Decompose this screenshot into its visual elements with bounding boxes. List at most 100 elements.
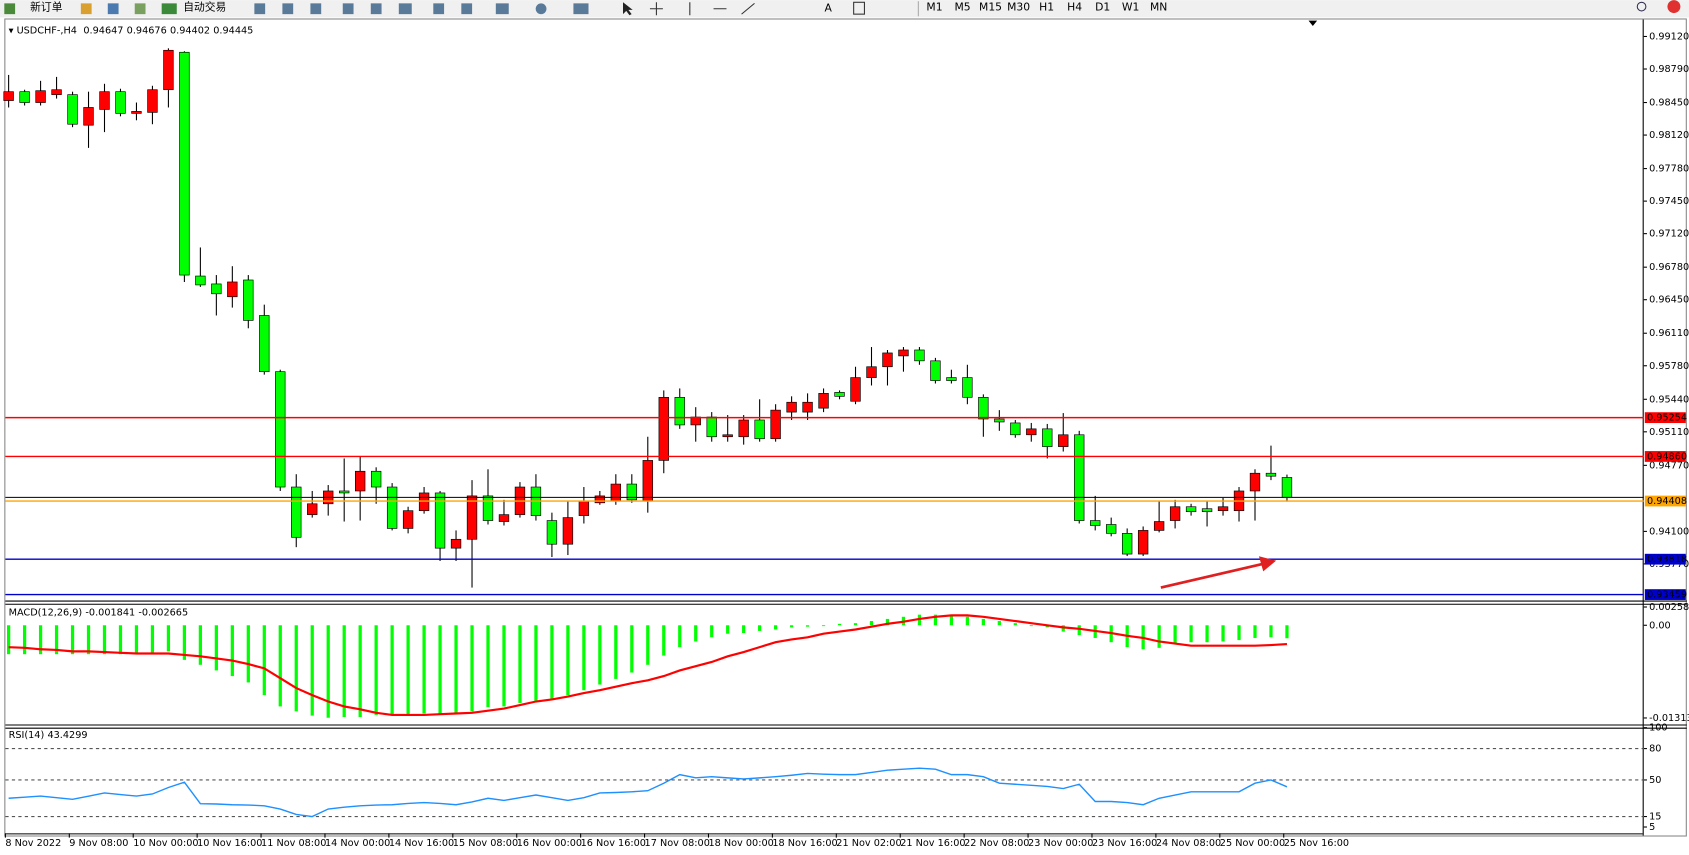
candle-body <box>115 91 126 114</box>
y-tick-label: 0.98790 <box>1649 64 1689 75</box>
macd-header: MACD(12,26,9) -0.001841 -0.002665 <box>9 607 189 618</box>
timeframe-button[interactable]: M5 <box>954 1 970 14</box>
timeframe-button[interactable]: M1 <box>926 1 942 14</box>
macd-bar <box>118 625 123 655</box>
macd-bar <box>885 618 890 626</box>
macd-bar <box>422 625 426 714</box>
candle-body <box>450 538 462 549</box>
toolbar-button[interactable]: 自动交易 <box>183 1 226 14</box>
candle-body <box>1090 520 1101 526</box>
timeframe-button[interactable]: H4 <box>1067 1 1082 14</box>
timeframe-button[interactable]: D1 <box>1095 1 1110 14</box>
candle-body <box>850 377 861 402</box>
y-tick-label: 0.99120 <box>1649 31 1689 42</box>
candle-body <box>3 91 14 101</box>
macd-value: -0.001841 <box>85 607 135 618</box>
candle-body <box>51 89 62 95</box>
macd-bar <box>726 625 730 634</box>
macd-bar <box>981 618 985 626</box>
candle-body <box>131 111 142 114</box>
toolbar-button[interactable]: 新订单 <box>30 1 63 14</box>
x-tick-label: 16 Nov 16:00 <box>581 838 646 849</box>
candle-body <box>578 500 590 516</box>
price-level-tag <box>1644 553 1686 565</box>
timeframe-button[interactable]: H1 <box>1039 1 1054 14</box>
candle-body <box>562 517 574 545</box>
timeframe-button[interactable]: W1 <box>1122 1 1140 14</box>
macd-bar <box>326 625 330 718</box>
candle-body <box>354 470 366 492</box>
candle-body <box>802 401 813 413</box>
y-tick-label: 0.95780 <box>1649 361 1689 372</box>
macd-bar <box>774 625 778 630</box>
macd-bar <box>758 625 762 631</box>
macd-bar <box>821 625 826 627</box>
notification-icon[interactable] <box>1667 0 1681 14</box>
candle-body <box>307 503 318 515</box>
macd-bar <box>22 625 27 655</box>
x-tick-label: 9 Nov 08:00 <box>69 838 128 849</box>
macd-bar <box>997 621 1001 626</box>
timeframe-button[interactable]: M15 <box>979 1 1002 14</box>
y-tick-label: 0.97120 <box>1649 229 1689 240</box>
macd-bar <box>1189 625 1193 643</box>
price-level-tag <box>1644 412 1686 424</box>
macd-bar <box>949 614 954 626</box>
y-tick-label: 0.94100 <box>1649 526 1689 537</box>
text-tool: A <box>825 2 833 15</box>
candle-body <box>83 107 94 126</box>
candle-body <box>498 514 510 522</box>
icon <box>4 3 16 15</box>
candle-body <box>195 275 206 286</box>
icon <box>433 3 445 15</box>
y-tick-label: 0.00 <box>1649 620 1671 631</box>
candle-body <box>1042 428 1053 447</box>
y-tick-label: 15 <box>1649 812 1661 823</box>
macd-bar <box>310 625 314 716</box>
candle-body <box>722 434 733 438</box>
macd-bar <box>550 625 554 699</box>
x-tick-label: 25 Nov 16:00 <box>1284 838 1349 849</box>
candle-body <box>1010 422 1021 436</box>
macd-bar <box>518 625 522 703</box>
x-tick-label: 17 Nov 08:00 <box>645 838 710 849</box>
macd-bar <box>1077 625 1081 636</box>
x-tick-label: 16 Nov 00:00 <box>517 838 582 849</box>
candle-body <box>882 352 893 368</box>
candle-body <box>1058 434 1069 447</box>
candle-body <box>179 51 190 276</box>
candle-body <box>978 396 989 420</box>
candle-body <box>99 91 110 110</box>
candle-body <box>1026 428 1037 436</box>
candle-body <box>35 90 46 103</box>
macd-bar <box>198 625 202 665</box>
search-icon[interactable] <box>1636 1 1647 12</box>
macd-bar <box>182 625 187 660</box>
timeframe-button[interactable]: MN <box>1150 1 1167 14</box>
candle-body <box>1217 506 1229 512</box>
macd-bar <box>630 625 634 673</box>
candle-body <box>147 89 158 113</box>
y-tick-label: 50 <box>1649 775 1661 786</box>
candle-body <box>962 377 973 398</box>
candle-body <box>642 460 653 502</box>
signal-line <box>8 614 1288 716</box>
x-tick-label: 10 Nov 16:00 <box>197 838 262 849</box>
candle-body <box>418 492 430 512</box>
y-tick-label: 0.95440 <box>1649 394 1689 405</box>
x-tick-label: 10 Nov 00:00 <box>133 838 198 849</box>
macd-bar <box>1029 625 1033 627</box>
candle-body <box>866 366 877 378</box>
candle-body <box>674 396 685 426</box>
x-tick-label: 18 Nov 16:00 <box>772 838 837 849</box>
candle-body <box>482 495 494 521</box>
macd-bar <box>566 625 570 696</box>
shift-marker <box>1308 20 1318 26</box>
timeframe-button[interactable]: M30 <box>1007 1 1030 14</box>
macd-bar <box>454 625 458 714</box>
macd-bar <box>470 625 474 712</box>
candle-body <box>1201 508 1213 512</box>
x-tick-label: 8 Nov 2022 <box>5 838 61 849</box>
rsi-line <box>8 767 1288 818</box>
candle-body <box>786 401 797 413</box>
